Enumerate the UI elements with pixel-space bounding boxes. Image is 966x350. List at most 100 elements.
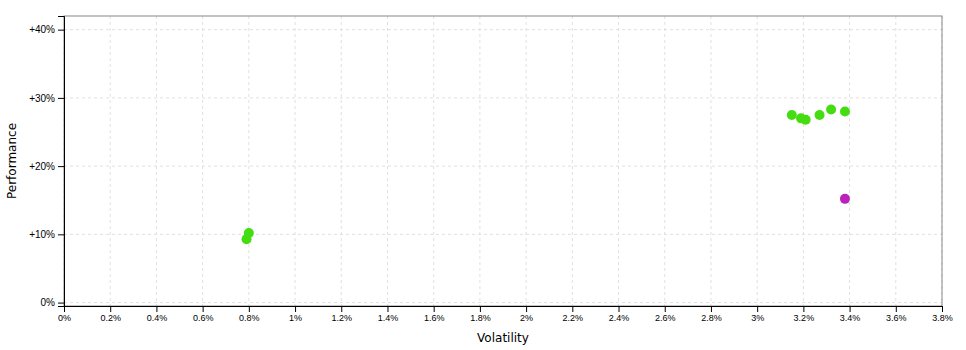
x-axis: 0%0.2%0.4%0.6%0.8%1%1.2%1.4%1.6%1.8%2%2.… xyxy=(58,306,953,323)
series xyxy=(840,194,850,204)
grid-line-x xyxy=(572,16,573,306)
point xyxy=(840,194,850,204)
grid-line-x xyxy=(433,16,434,306)
x-axis-tick: 1.8% xyxy=(470,306,491,323)
y-axis-tick-mark xyxy=(58,303,64,304)
x-axis-tick-mark xyxy=(110,306,111,312)
y-axis: 0% +10% +20% +30% +40% xyxy=(29,17,64,309)
x-axis-tick-label: 1.6% xyxy=(424,313,445,323)
grid-line-x xyxy=(341,16,342,306)
x-axis-tick-label: 1% xyxy=(289,313,302,323)
grid-line-x xyxy=(110,16,111,306)
grid-line-x xyxy=(757,16,758,306)
x-axis-tick-mark xyxy=(665,306,666,312)
grid-line-y xyxy=(64,234,942,235)
x-axis-tick-label: 0% xyxy=(58,313,71,323)
y-axis-title: Performance xyxy=(5,123,19,199)
grid-line-y xyxy=(64,29,942,30)
x-axis-tick-label: 2.4% xyxy=(609,313,630,323)
x-axis-tick-label: 3.2% xyxy=(794,313,815,323)
x-axis-tick-mark xyxy=(803,306,804,312)
x-axis-tick-mark xyxy=(896,306,897,312)
y-axis-tick-label: +30% xyxy=(29,93,55,104)
x-axis-tick-mark xyxy=(850,306,851,312)
y-axis-tick-label: +20% xyxy=(29,161,55,172)
x-axis-line xyxy=(65,307,943,313)
x-axis-tick: 3.4% xyxy=(840,306,861,323)
point xyxy=(242,234,252,244)
y-axis-tick-mark xyxy=(58,166,64,167)
x-axis-tick-label: 2.8% xyxy=(701,313,722,323)
grid-line-x xyxy=(295,16,296,306)
grid-line-y xyxy=(64,97,942,98)
y-axis-tick: +30% xyxy=(29,93,64,104)
y-axis-tick: 0% xyxy=(41,297,64,308)
x-axis-tick: 0% xyxy=(58,306,71,323)
y-axis-tick-mark xyxy=(58,234,64,235)
point xyxy=(826,104,836,114)
x-axis-tick-label: 3.4% xyxy=(840,313,861,323)
x-axis-tick: 0.4% xyxy=(147,306,168,323)
x-axis-tick-label: 0.2% xyxy=(100,313,121,323)
x-axis-tick: 2% xyxy=(520,306,533,323)
grid-line-x xyxy=(202,16,203,306)
y-axis-tick: +10% xyxy=(29,229,64,240)
x-axis-tick-mark xyxy=(203,306,204,312)
grid-line-x xyxy=(849,16,850,306)
x-axis-tick: 1% xyxy=(289,306,302,323)
x-axis-tick-label: 0.8% xyxy=(239,313,260,323)
x-axis-tick: 1.2% xyxy=(332,306,353,323)
grid-line-x xyxy=(664,16,665,306)
x-axis-tick-mark xyxy=(526,306,527,312)
grid-line-x xyxy=(710,16,711,306)
point xyxy=(840,107,850,117)
y-axis-tick-mark xyxy=(58,30,64,31)
x-axis-tick-label: 1.2% xyxy=(332,313,353,323)
x-axis-tick: 0.2% xyxy=(100,306,121,323)
y-axis-tick-label: +40% xyxy=(29,24,55,35)
x-axis-tick-mark xyxy=(295,306,296,312)
x-axis-tick-mark xyxy=(572,306,573,312)
y-axis-tick: +20% xyxy=(29,161,64,172)
y-axis-line xyxy=(58,17,65,307)
x-axis-tick: 1.6% xyxy=(424,306,445,323)
x-axis-tick: 2.8% xyxy=(701,306,722,323)
marks xyxy=(242,104,850,244)
x-axis-tick-label: 2% xyxy=(520,313,533,323)
x-axis-tick: 3.6% xyxy=(886,306,907,323)
grid xyxy=(64,16,942,306)
y-axis-tick-label: +10% xyxy=(29,229,55,240)
point xyxy=(787,110,797,120)
grid-line-x xyxy=(479,16,480,306)
point xyxy=(815,110,825,120)
x-axis-tick: 2.4% xyxy=(609,306,630,323)
x-axis-tick-label: 2.2% xyxy=(563,313,584,323)
grid-line-x xyxy=(803,16,804,306)
grid-line-x xyxy=(895,16,896,306)
series xyxy=(242,104,850,244)
x-axis-tick-mark xyxy=(387,306,388,312)
x-axis-tick-mark xyxy=(249,306,250,312)
grid-line-y xyxy=(64,166,942,167)
x-axis-tick-label: 3% xyxy=(751,313,764,323)
y-axis-tick-label: 0% xyxy=(41,297,56,308)
x-axis-tick: 2.2% xyxy=(563,306,584,323)
point xyxy=(801,115,811,125)
x-axis-tick-mark xyxy=(619,306,620,312)
plot-frame xyxy=(64,16,942,306)
x-axis-tick-label: 0.4% xyxy=(147,313,168,323)
x-axis-tick-label: 2.6% xyxy=(655,313,676,323)
y-axis-tick: +40% xyxy=(29,24,64,35)
x-axis-tick-mark xyxy=(341,306,342,312)
grid-line-y xyxy=(64,302,942,303)
grid-line-x xyxy=(618,16,619,306)
x-axis-tick: 2.6% xyxy=(655,306,676,323)
x-axis-tick-mark xyxy=(434,306,435,312)
grid-line-x xyxy=(526,16,527,306)
grid-line-x xyxy=(248,16,249,306)
plot-area: 0%0.2%0.4%0.6%0.8%1%1.2%1.4%1.6%1.8%2%2.… xyxy=(29,16,953,323)
x-axis-tick: 0.6% xyxy=(193,306,214,323)
x-axis-tick-label: 3.6% xyxy=(886,313,907,323)
x-axis-tick: 3% xyxy=(751,306,764,323)
y-axis-tick-mark xyxy=(58,98,64,99)
